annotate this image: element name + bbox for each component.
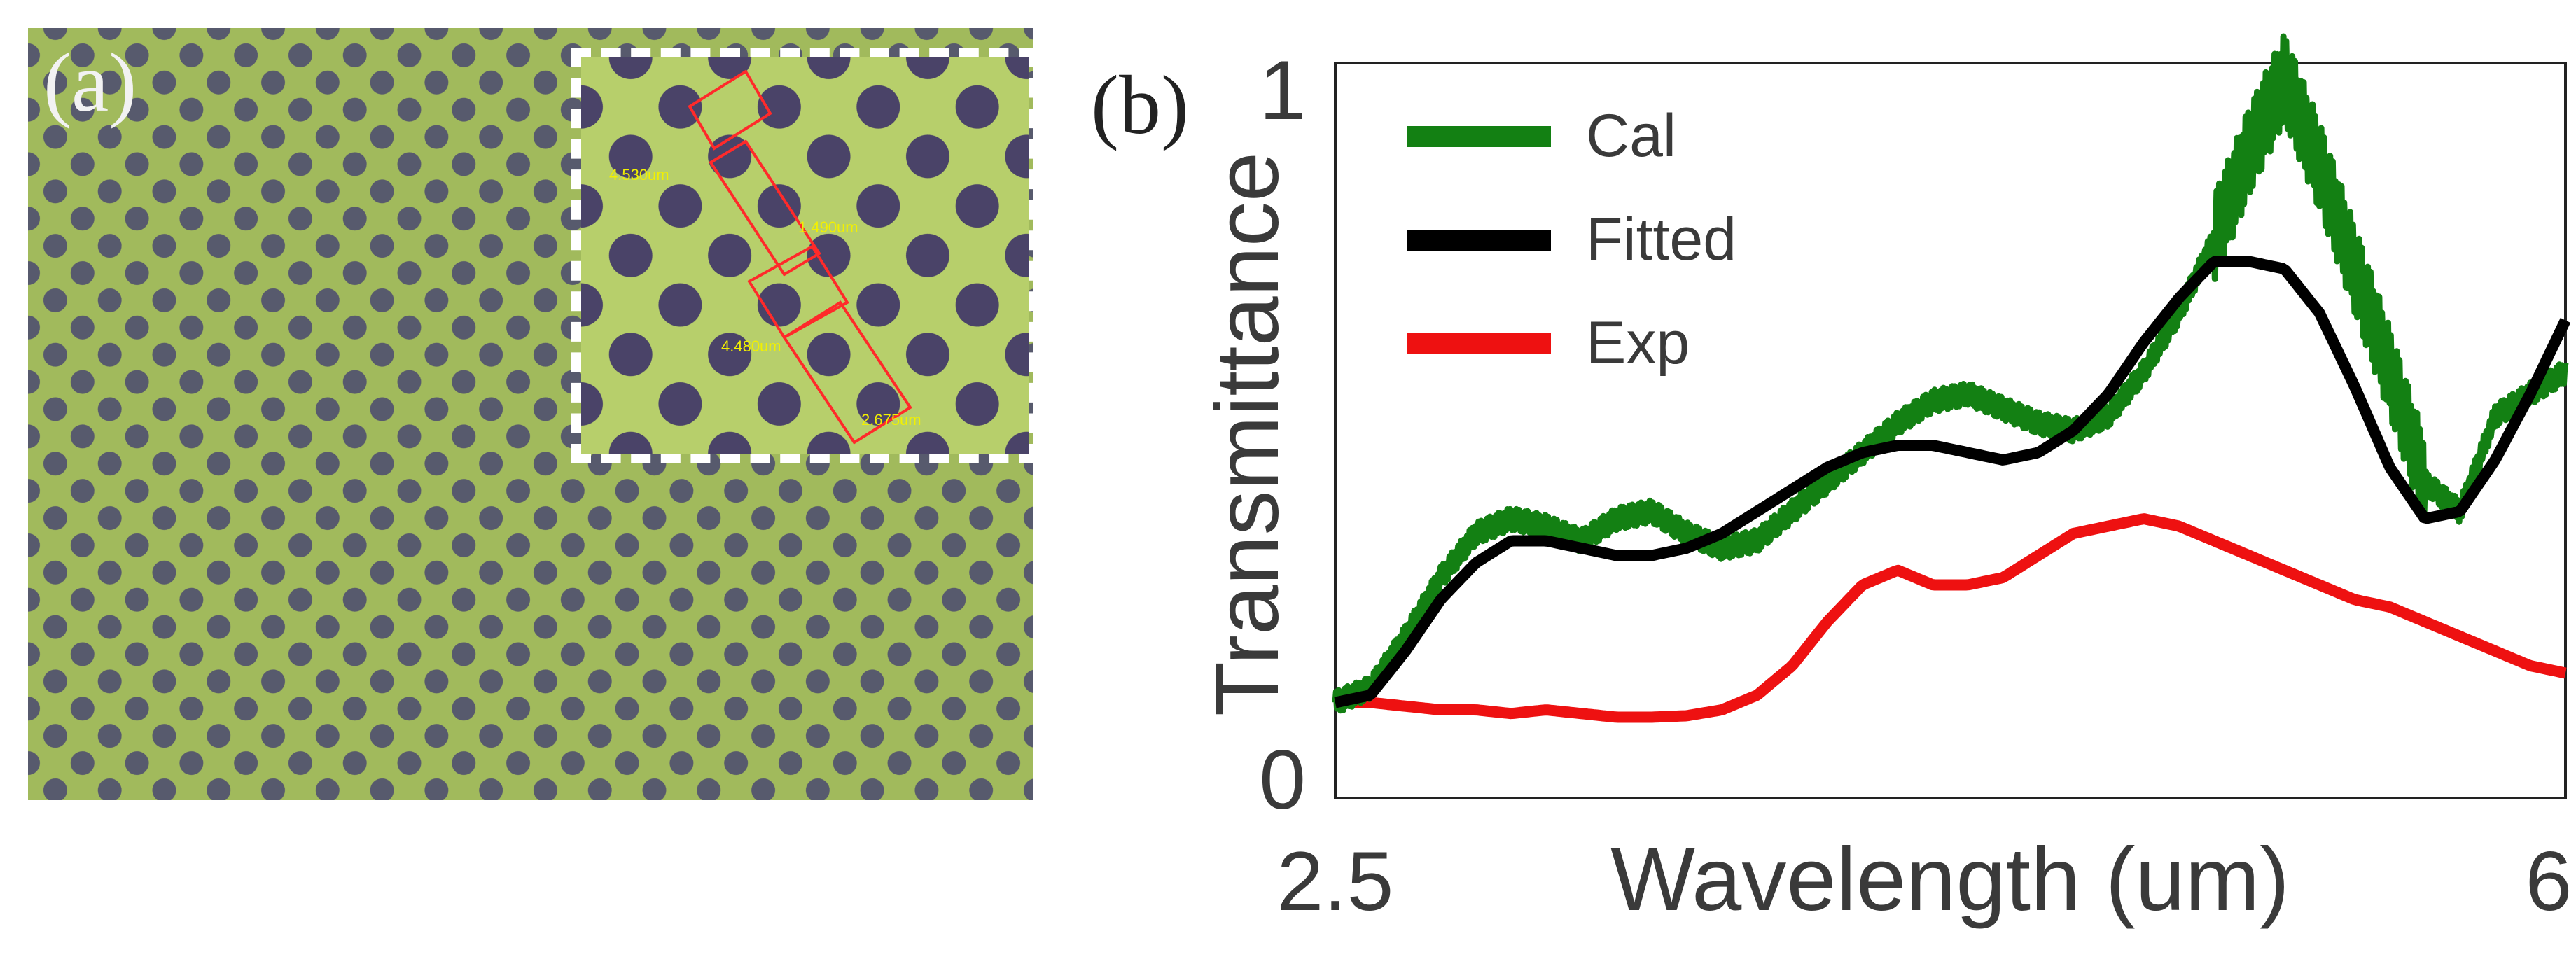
measurement-box-4 xyxy=(782,300,912,445)
series-line-cal xyxy=(1332,33,2569,714)
inset-hole-pattern: 4.530um 1.490um 4.480um 2.675um xyxy=(581,57,1029,454)
y-tick-label-bottom: 0 xyxy=(1259,733,1306,827)
inset-measurement-3: 4.480um xyxy=(721,337,781,355)
series-line-fitted xyxy=(1332,256,2571,708)
series-line-exp xyxy=(1332,513,2568,723)
legend-label-exp: Exp xyxy=(1586,309,1690,377)
legend-label-cal: Cal xyxy=(1586,102,1676,169)
x-tick-label-left: 2.5 xyxy=(1277,834,1394,928)
measurement-box-1 xyxy=(688,69,772,151)
series-layer xyxy=(1332,33,2571,723)
inset-measurement-2: 1.490um xyxy=(798,218,858,236)
y-axis-label: Transmittance xyxy=(1197,152,1297,716)
plot-frame xyxy=(1334,62,2567,799)
y-tick-label-top: 1 xyxy=(1259,43,1306,137)
legend-label-fitted: Fitted xyxy=(1586,206,1736,273)
x-axis-label: Wavelength (um) xyxy=(1610,830,2290,930)
inset-measurement-4: 2.675um xyxy=(861,411,921,428)
inset-measurement-1: 4.530um xyxy=(609,166,669,183)
legend: Cal Fitted Exp xyxy=(1407,102,1736,377)
transmittance-chart: Cal Fitted Exp 1 0 2.5 6 Wavelength (um) T… xyxy=(1197,33,2572,930)
measurement-box-3 xyxy=(747,244,849,340)
zoom-inset: 4.530um 1.490um 4.480um 2.675um xyxy=(571,48,1033,463)
x-tick-label-right: 6 xyxy=(2526,834,2572,928)
microscope-image: 4.530um 1.490um 4.480um 2.675um (a) xyxy=(28,28,1033,800)
measurement-box-2 xyxy=(709,139,821,277)
panel-a-label: (a) xyxy=(43,36,137,129)
panel-b-label: (b) xyxy=(1091,58,1189,151)
